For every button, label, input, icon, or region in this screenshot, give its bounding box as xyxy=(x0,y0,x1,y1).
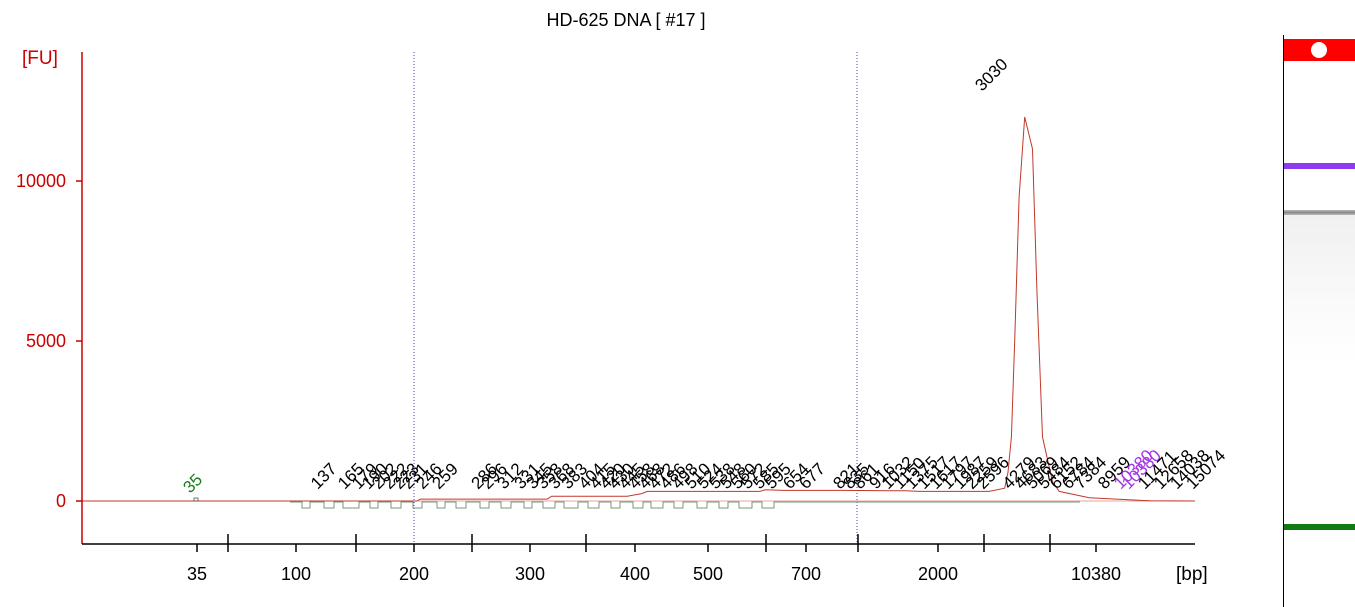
dotted-guides xyxy=(413,52,858,544)
gel-lane xyxy=(1283,35,1355,607)
marker-peak-35 xyxy=(193,497,199,502)
trace-layer xyxy=(82,116,1196,502)
peak-label: 35 xyxy=(179,470,206,497)
peak-label: 137 xyxy=(307,459,340,492)
trace-line xyxy=(82,116,1196,502)
peak-label: 3030 xyxy=(971,55,1011,95)
x-tick-label: 10380 xyxy=(1071,564,1121,584)
gel-lower-marker-band xyxy=(1284,524,1355,530)
gel-upper-marker-band xyxy=(1284,163,1355,169)
x-tick-label: 35 xyxy=(187,564,207,584)
electropherogram-chart: HD-625 DNA [ #17 ] [FU] [bp] 0500010000 … xyxy=(16,10,1229,585)
x-tick-label: 400 xyxy=(620,564,650,584)
gel-sample-smear xyxy=(1284,215,1355,365)
chart-title: HD-625 DNA [ #17 ] xyxy=(546,10,705,30)
x-tick-label: 2000 xyxy=(918,564,958,584)
x-tick-label: 300 xyxy=(515,564,545,584)
x-tick-label: 200 xyxy=(399,564,429,584)
gel-sample-band xyxy=(1284,210,1355,215)
y-tick-label: 5000 xyxy=(26,331,66,351)
x-axis-ticks: 35 100 200 300 400 500 700 2000 10380 xyxy=(187,534,1121,584)
x-tick-label: 500 xyxy=(693,564,723,584)
x-tick-label: 100 xyxy=(281,564,311,584)
y-tick-label: 0 xyxy=(56,491,66,511)
gel-marker-icon xyxy=(1311,42,1327,58)
y-axis-ticks: 0 5000 10000 xyxy=(16,171,82,511)
y-axis-label: [FU] xyxy=(22,48,58,69)
gel-top-marker-band xyxy=(1284,39,1355,61)
x-tick-label: 700 xyxy=(791,564,821,584)
baseline xyxy=(82,500,1195,509)
y-tick-label: 10000 xyxy=(16,171,66,191)
x-axis-label: [bp] xyxy=(1176,564,1208,585)
region-steps xyxy=(290,501,1080,509)
